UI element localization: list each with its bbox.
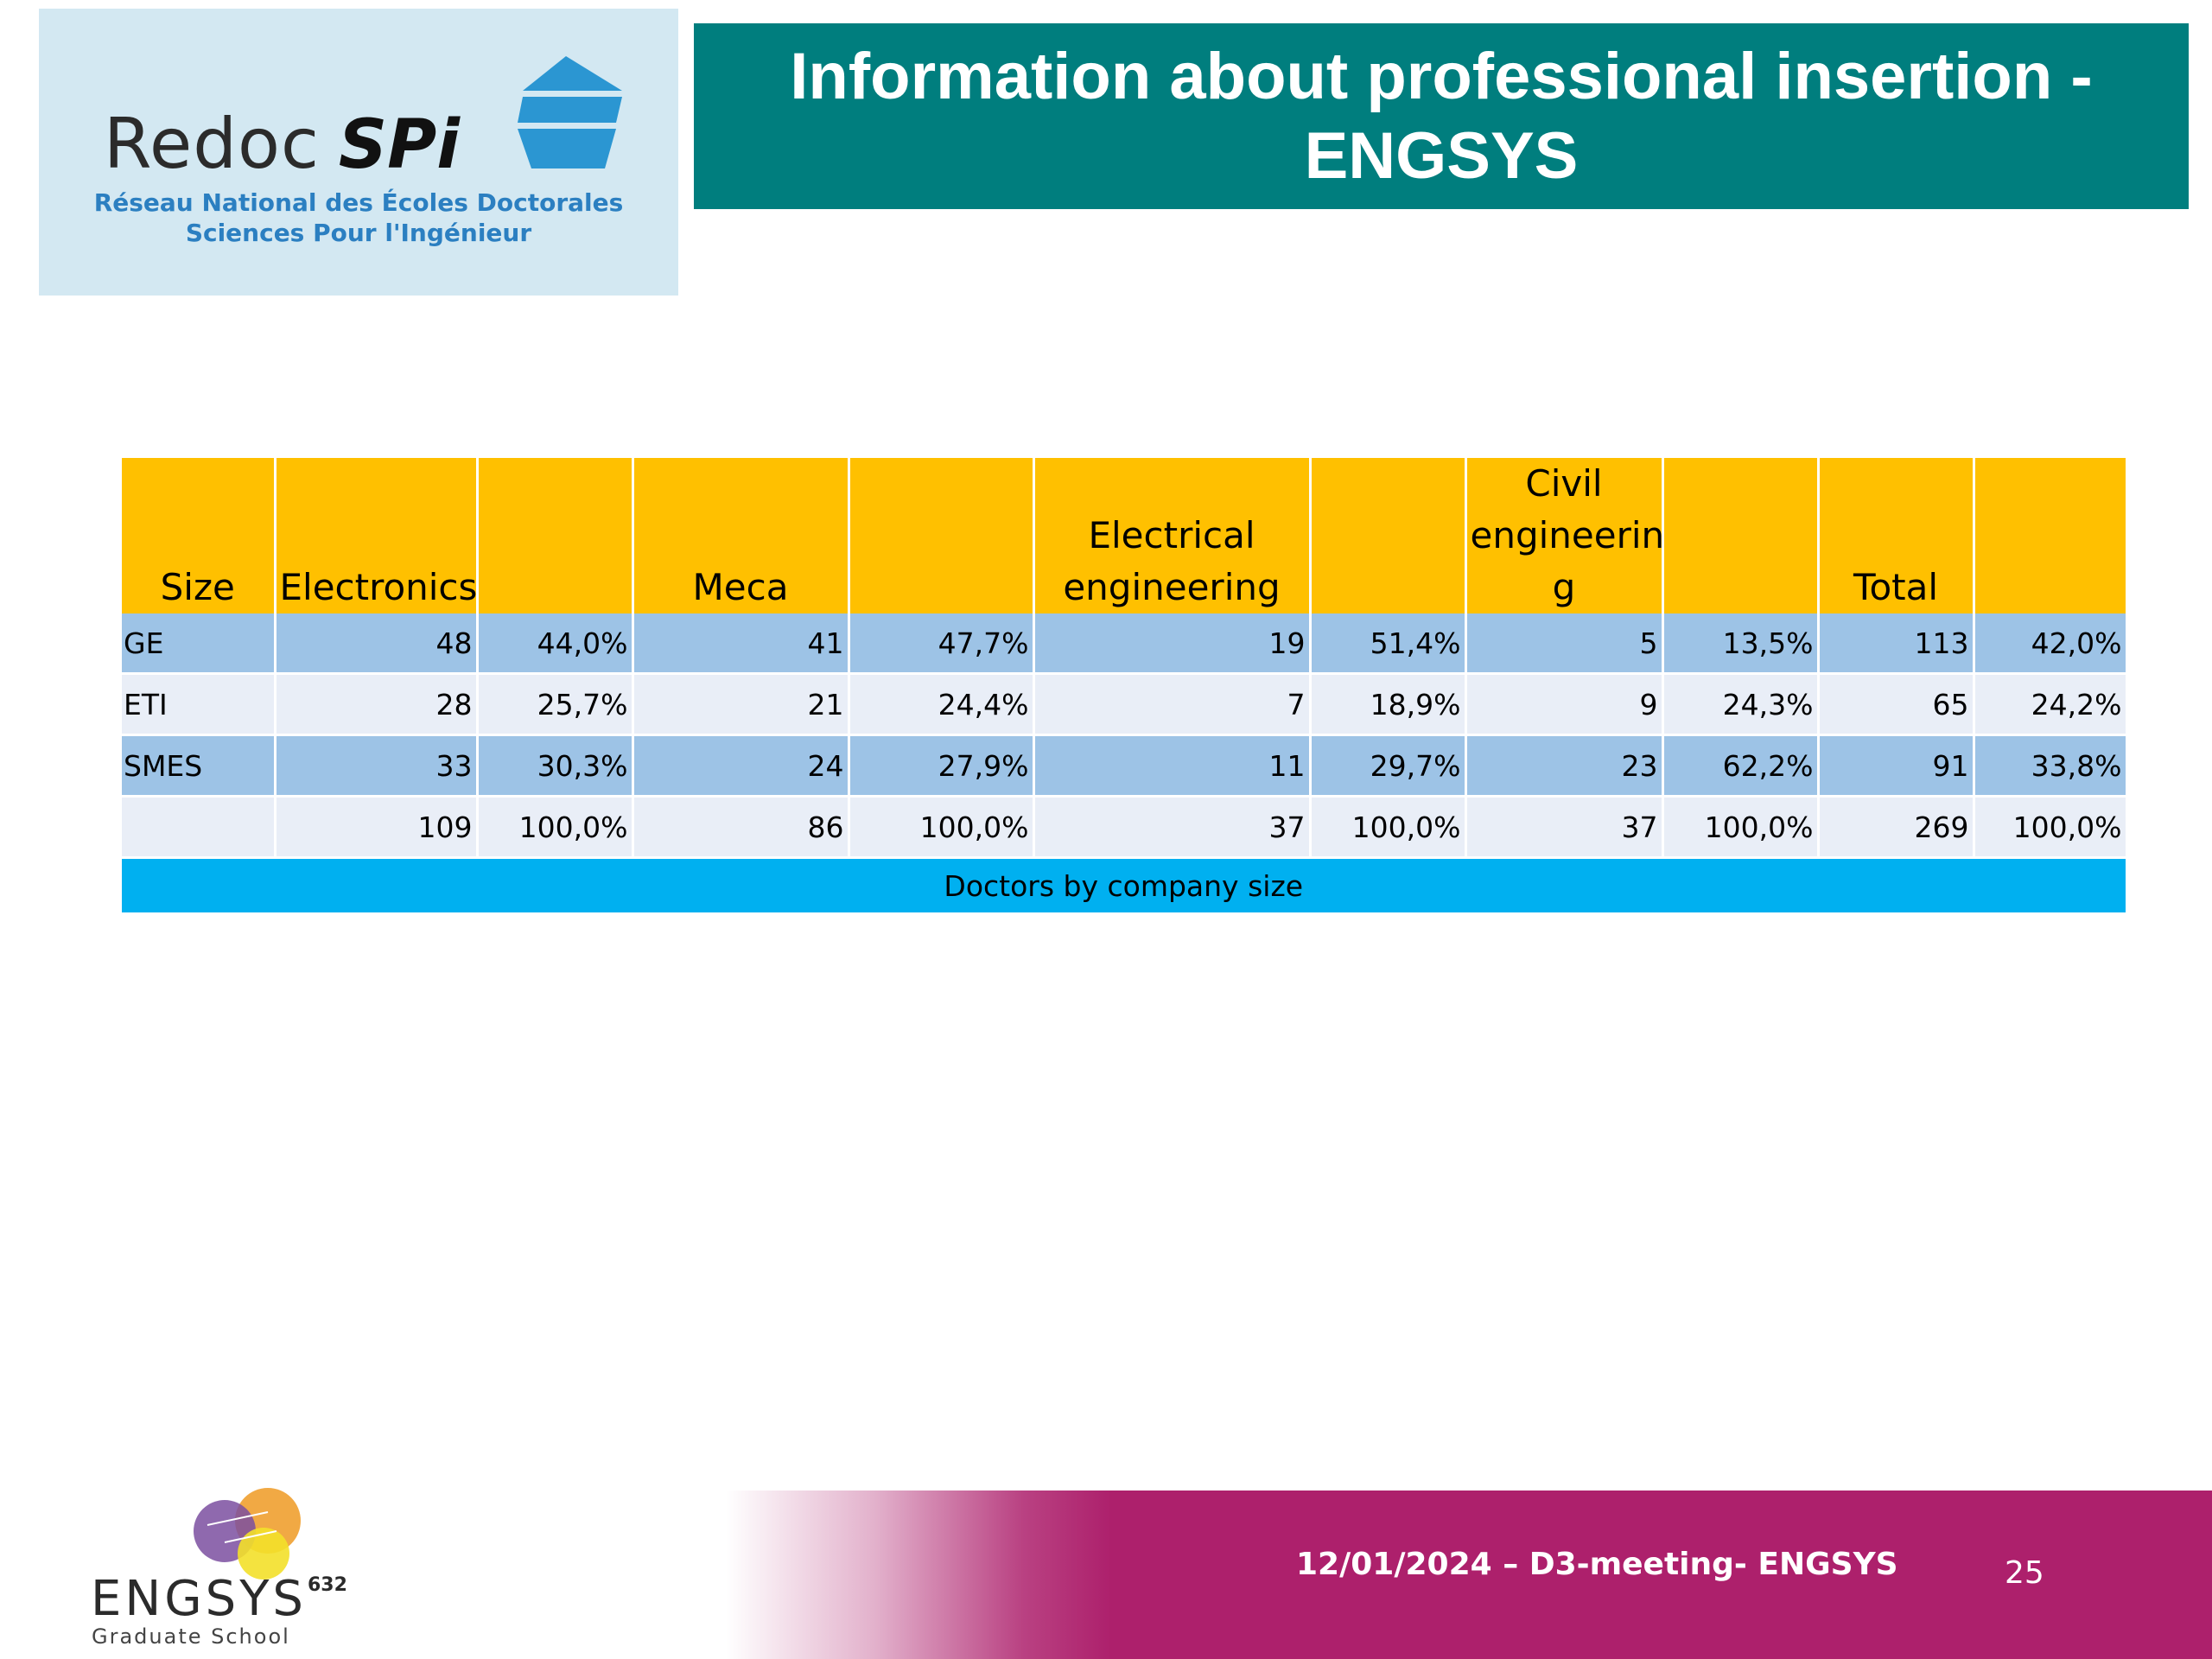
engsys-subtitle: Graduate School: [92, 1624, 290, 1649]
company-size-table: Size Electronics Meca Electrical enginee…: [122, 458, 2128, 915]
table-cell: 27,9%: [849, 734, 1035, 798]
table-cell: 24,2%: [1974, 673, 2128, 736]
header-electrical-pct: [1310, 458, 1467, 613]
header-total: Total: [1818, 458, 1975, 613]
table-cell: 33: [275, 734, 479, 798]
table-row-totals: 109 100,0% 86 100,0% 37 100,0% 37 100,0%…: [122, 796, 2128, 859]
logo-wordmark: Redoc SPi: [104, 104, 460, 184]
pentagon-logo-icon: [518, 56, 622, 168]
table-cell: 100,0%: [1974, 796, 2128, 859]
table-cell: 44,0%: [477, 613, 634, 675]
header-meca: Meca: [632, 458, 850, 613]
table-cell: 18,9%: [1310, 673, 1467, 736]
header-electronics: Electronics: [275, 458, 479, 613]
table-cell: 48: [275, 613, 479, 675]
engsys-name: ENGSYS: [91, 1571, 307, 1627]
table-cell: 29,7%: [1310, 734, 1467, 798]
table-cell: 11: [1033, 734, 1312, 798]
table-cell: 51,4%: [1310, 613, 1467, 675]
header-electronics-pct: [477, 458, 634, 613]
header-total-pct: [1974, 458, 2128, 613]
logo-redoc-text: Redoc: [104, 104, 320, 184]
table-cell: 100,0%: [477, 796, 634, 859]
table-cell: 62,2%: [1662, 734, 1820, 798]
row-label: [122, 796, 276, 859]
logo-subtitle-line1: Réseau National des Écoles Doctorales: [93, 188, 624, 217]
engsys-logo: ENGSYS 632 Graduate School: [86, 1478, 363, 1650]
row-label: GE: [122, 613, 276, 675]
header-civil-pct: [1662, 458, 1820, 613]
table-cell: 41: [632, 613, 850, 675]
table-cell: 28: [275, 673, 479, 736]
data-table: Size Electronics Meca Electrical enginee…: [122, 458, 2128, 915]
table-cell: 30,3%: [477, 734, 634, 798]
footer-bar: [726, 1491, 2212, 1659]
logo-subtitle-line2: Sciences Pour l'Ingénieur: [185, 219, 532, 247]
table-cell: 24,3%: [1662, 673, 1820, 736]
header-electrical-engineering: Electrical engineering: [1033, 458, 1312, 613]
table-cell: 23: [1465, 734, 1664, 798]
table-cell: 113: [1818, 613, 1975, 675]
engsys-circles-icon: [194, 1488, 301, 1580]
row-label: SMES: [122, 734, 276, 798]
header-meca-pct: [849, 458, 1035, 613]
table-cell: 19: [1033, 613, 1312, 675]
table-cell: 86: [632, 796, 850, 859]
row-label: ETI: [122, 673, 276, 736]
table-cell: 91: [1818, 734, 1975, 798]
table-cell: 65: [1818, 673, 1975, 736]
footer-text: 12/01/2024 – D3-meeting- ENGSYS: [1296, 1547, 1898, 1582]
table-cell: 9: [1465, 673, 1664, 736]
table-cell: 7: [1033, 673, 1312, 736]
table-row: SMES 33 30,3% 24 27,9% 11 29,7% 23 62,2%…: [122, 734, 2128, 798]
engsys-number: 632: [308, 1574, 347, 1596]
table-cell: 37: [1465, 796, 1664, 859]
table-cell: 100,0%: [1662, 796, 1820, 859]
title-banner: Information about professional insertion…: [694, 23, 2189, 209]
table-cell: 13,5%: [1662, 613, 1820, 675]
slide-title: Information about professional insertion…: [790, 39, 2093, 193]
table-cell: 109: [275, 796, 479, 859]
redoc-spi-logo: Redoc SPi Réseau National des Écoles Doct…: [39, 9, 678, 296]
table-cell: 24: [632, 734, 850, 798]
table-caption-row: Doctors by company size: [122, 857, 2128, 915]
table-cell: 24,4%: [849, 673, 1035, 736]
table-caption: Doctors by company size: [122, 857, 2128, 915]
table-cell: 269: [1818, 796, 1975, 859]
table-row: ETI 28 25,7% 21 24,4% 7 18,9% 9 24,3% 65…: [122, 673, 2128, 736]
table-cell: 21: [632, 673, 850, 736]
table-cell: 5: [1465, 613, 1664, 675]
table-cell: 33,8%: [1974, 734, 2128, 798]
table-header-row: Size Electronics Meca Electrical enginee…: [122, 458, 2128, 613]
table-cell: 47,7%: [849, 613, 1035, 675]
page-number: 25: [2005, 1555, 2044, 1591]
table-cell: 25,7%: [477, 673, 634, 736]
logo-spi-text: SPi: [338, 106, 461, 184]
table-row: GE 48 44,0% 41 47,7% 19 51,4% 5 13,5% 11…: [122, 613, 2128, 675]
table-cell: 100,0%: [849, 796, 1035, 859]
table-cell: 37: [1033, 796, 1312, 859]
table-cell: 42,0%: [1974, 613, 2128, 675]
table-cell: 100,0%: [1310, 796, 1467, 859]
header-civil-engineering: Civil engineerin g: [1465, 458, 1664, 613]
header-size: Size: [122, 458, 276, 613]
